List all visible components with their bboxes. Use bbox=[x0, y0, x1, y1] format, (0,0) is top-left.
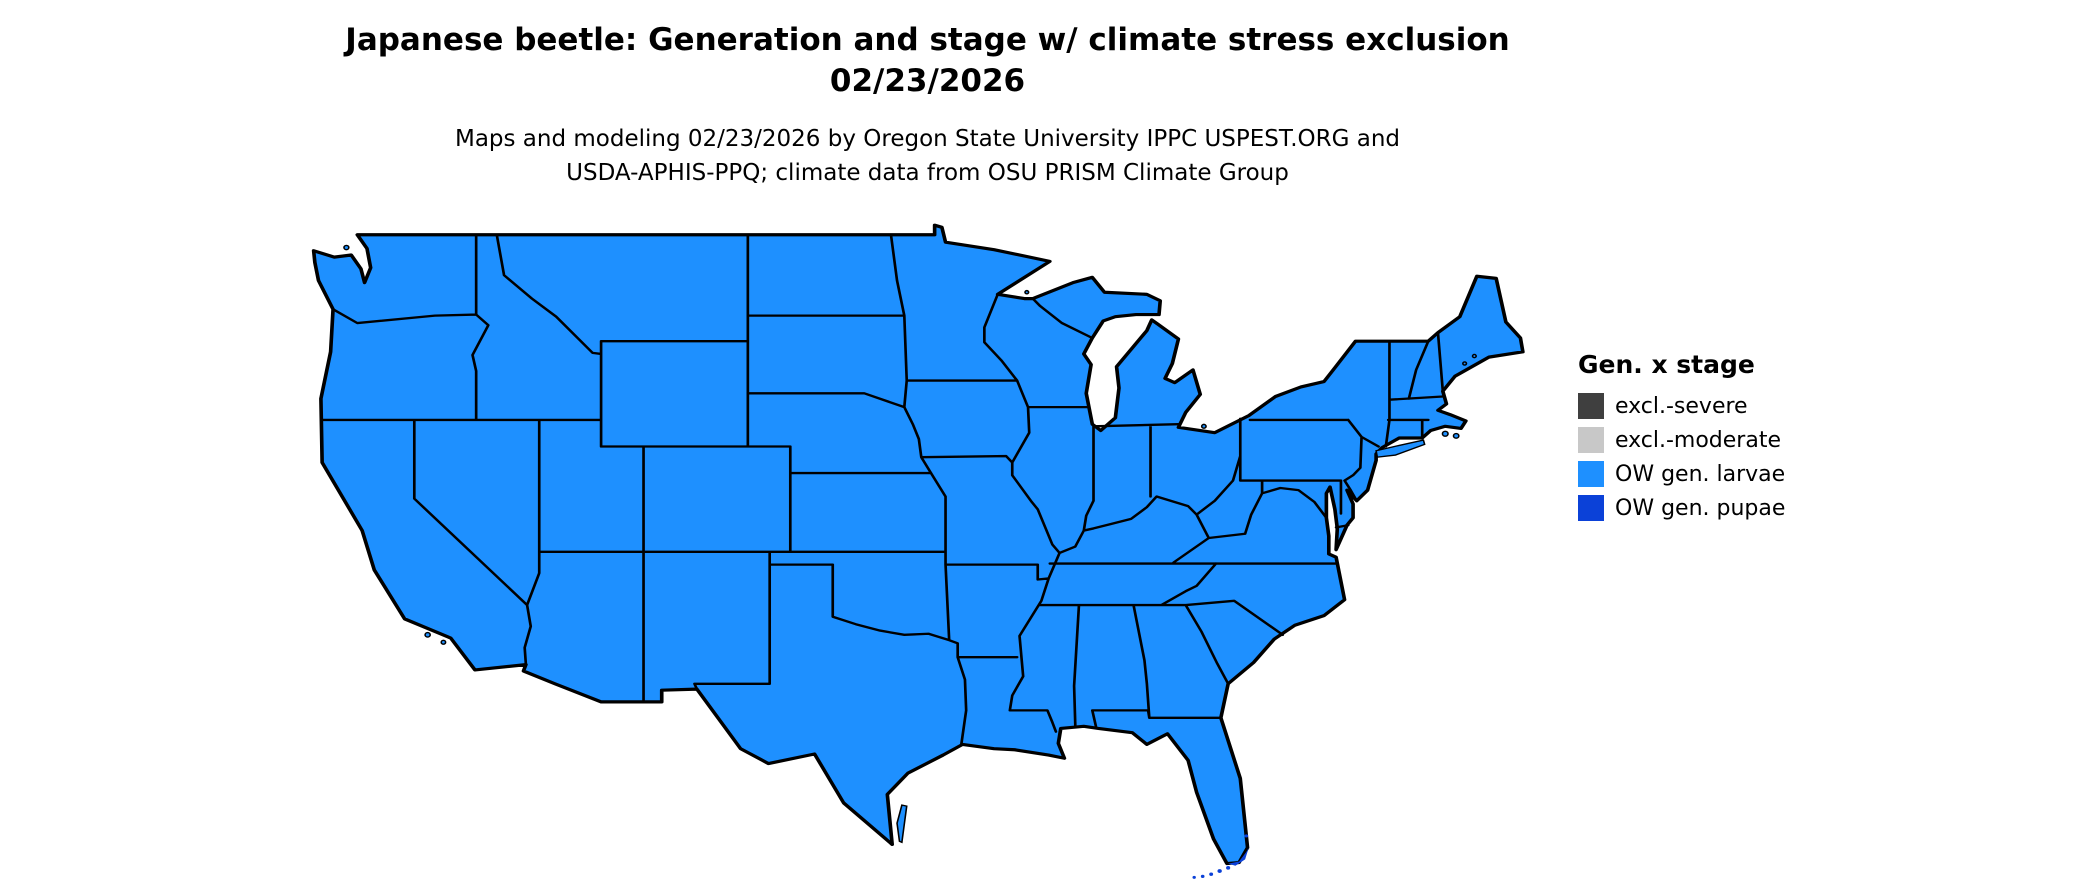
state-borders bbox=[320, 233, 1445, 746]
legend-swatch-ow-pupae bbox=[1578, 495, 1604, 521]
maine-island-2 bbox=[1471, 353, 1477, 359]
legend-label: excl.-severe bbox=[1615, 393, 1748, 419]
title-line1: Japanese beetle: Generation and stage w/… bbox=[345, 22, 1510, 58]
maine-island-1 bbox=[1462, 361, 1468, 366]
legend-item: OW gen. larvae bbox=[1578, 457, 1878, 491]
channel-island-2 bbox=[440, 639, 447, 645]
padre-island bbox=[896, 804, 908, 844]
subtitle-line1: Maps and modeling 02/23/2026 by Oregon S… bbox=[454, 126, 1401, 152]
legend: Gen. x stage excl.-severe excl.-moderate… bbox=[1578, 350, 1878, 525]
channel-island-1 bbox=[424, 631, 431, 638]
subtitle-line2: USDA-APHIS-PPQ; climate data from OSU PR… bbox=[566, 160, 1289, 186]
legend-swatch-excl-severe bbox=[1578, 393, 1604, 419]
legend-item: excl.-moderate bbox=[1578, 423, 1878, 457]
legend-item: excl.-severe bbox=[1578, 389, 1878, 423]
san-juan-island bbox=[343, 244, 350, 251]
florida-keys-pupae-4 bbox=[1200, 874, 1205, 878]
legend-label: excl.-moderate bbox=[1615, 427, 1781, 453]
legend-label: OW gen. larvae bbox=[1615, 461, 1786, 487]
florida-keys-pupae-2 bbox=[1217, 869, 1222, 873]
us-map-container bbox=[310, 222, 1535, 887]
legend-swatch-excl-moderate bbox=[1578, 427, 1604, 453]
florida-keys-pupae-1 bbox=[1226, 866, 1231, 870]
title-line2: 02/23/2026 bbox=[829, 63, 1026, 99]
legend-item: OW gen. pupae bbox=[1578, 491, 1878, 525]
map-subtitle: Maps and modeling 02/23/2026 by Oregon S… bbox=[0, 122, 1855, 190]
legend-title: Gen. x stage bbox=[1578, 350, 1755, 379]
long-island bbox=[1375, 439, 1426, 458]
apostle-island bbox=[1024, 289, 1030, 295]
florida-keys-pupae-5 bbox=[1192, 875, 1196, 879]
conus-landmass bbox=[311, 223, 1525, 866]
lake-erie-island bbox=[1200, 423, 1207, 429]
florida-keys-pupae-3 bbox=[1209, 872, 1214, 876]
coastal-islands bbox=[343, 244, 1477, 844]
us-map bbox=[311, 223, 1525, 879]
pupae-areas bbox=[1192, 834, 1249, 879]
nantucket-island bbox=[1452, 432, 1460, 439]
legend-label: OW gen. pupae bbox=[1615, 495, 1786, 521]
miami-coast-pupae bbox=[1244, 834, 1249, 838]
map-title: Japanese beetle: Generation and stage w/… bbox=[0, 20, 1855, 102]
legend-swatch-ow-larvae bbox=[1578, 461, 1604, 487]
marthas-vineyard-island bbox=[1441, 430, 1449, 437]
south-florida-pupae bbox=[1228, 847, 1249, 866]
